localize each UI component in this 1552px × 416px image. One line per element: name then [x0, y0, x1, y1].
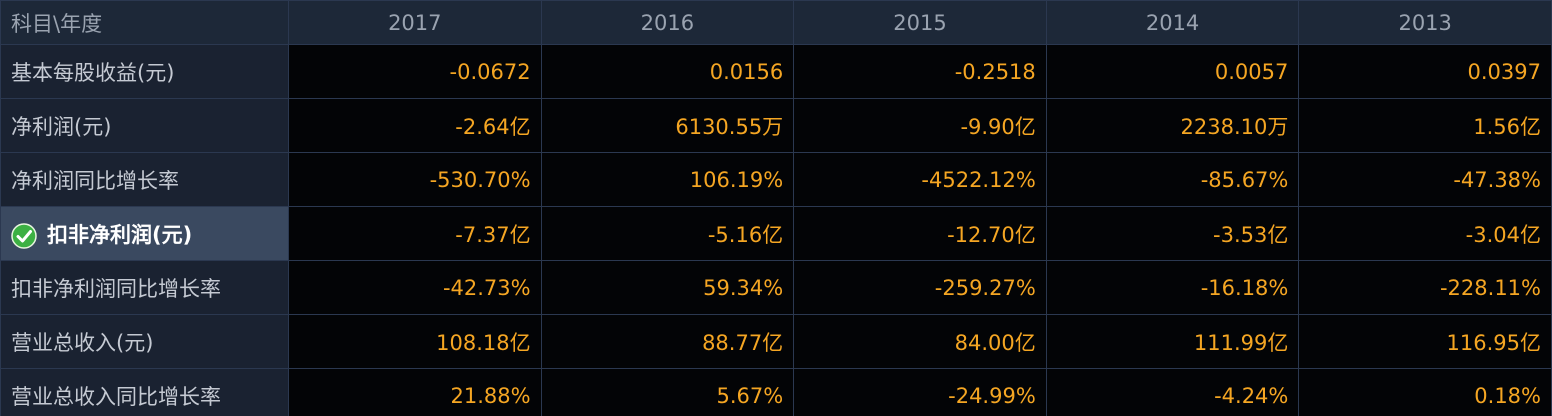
row-label: 营业总收入同比增长率: [0, 368, 289, 416]
table-row: 净利润(元) -2.64亿 6130.55万 -9.90亿 2238.10万 1.56亿: [0, 98, 1552, 153]
row-label: 基本每股收益(元): [0, 44, 289, 99]
value-cell: -12.70亿: [793, 206, 1047, 261]
value-cell: -24.99%: [793, 368, 1047, 416]
value-cell: 84.00亿: [793, 314, 1047, 369]
value-cell: 1.56亿: [1298, 98, 1552, 153]
table-row: 扣非净利润(元) -7.37亿 -5.16亿 -12.70亿 -3.53亿 -3.04亿: [0, 206, 1552, 261]
value-cell: 0.0057: [1045, 44, 1300, 99]
value-cell: -42.73%: [288, 260, 542, 315]
value-cell: -7.37亿: [288, 206, 542, 261]
value-cell: -4522.12%: [793, 152, 1047, 207]
row-label-text: 扣非净利润(元): [47, 222, 193, 247]
value-cell: -3.53亿: [1045, 206, 1300, 261]
header-row: 科目\年度 2017 2016 2015 2014 2013: [0, 0, 1552, 45]
value-cell: 116.95亿: [1298, 314, 1552, 369]
row-label: 净利润(元): [0, 98, 289, 153]
value-cell: -259.27%: [793, 260, 1047, 315]
value-cell: 6130.55万: [540, 98, 795, 153]
value-cell: -85.67%: [1045, 152, 1300, 207]
table-row: 基本每股收益(元) -0.0672 0.0156 -0.2518 0.0057 0.039…: [0, 44, 1552, 99]
value-cell: 106.19%: [540, 152, 795, 207]
value-cell: 59.34%: [540, 260, 795, 315]
value-cell: 88.77亿: [540, 314, 795, 369]
value-cell: -2.64亿: [288, 98, 542, 153]
header-label: 科目\年度: [0, 0, 289, 45]
check-icon: [11, 222, 37, 249]
value-cell: -16.18%: [1045, 260, 1300, 315]
value-cell: -3.04亿: [1298, 206, 1552, 261]
value-cell: 21.88%: [288, 368, 542, 416]
value-cell: -0.0672: [288, 44, 542, 99]
value-cell: -9.90亿: [793, 98, 1047, 153]
value-cell: -228.11%: [1298, 260, 1552, 315]
value-cell: -0.2518: [793, 44, 1047, 99]
value-cell: 2238.10万: [1045, 98, 1300, 153]
value-cell: -47.38%: [1298, 152, 1552, 207]
year-header: 2013: [1298, 0, 1552, 45]
row-label: 营业总收入(元): [0, 314, 289, 369]
row-label: 扣非净利润(元): [0, 206, 289, 261]
table-row: 扣非净利润同比增长率 -42.73% 59.34% -259.27% -16.18% -2…: [0, 260, 1552, 315]
year-header: 2016: [540, 0, 795, 45]
value-cell: 0.18%: [1298, 368, 1552, 416]
value-cell: 108.18亿: [288, 314, 542, 369]
value-cell: 5.67%: [540, 368, 795, 416]
table-row: 营业总收入同比增长率 21.88% 5.67% -24.99% -4.24% 0.18%: [0, 368, 1552, 416]
value-cell: -530.70%: [288, 152, 542, 207]
value-cell: 111.99亿: [1045, 314, 1300, 369]
table-row: 营业总收入(元) 108.18亿 88.77亿 84.00亿 111.99亿 116.95…: [0, 314, 1552, 369]
year-header: 2017: [288, 0, 542, 45]
year-header: 2014: [1045, 0, 1300, 45]
value-cell: 0.0397: [1298, 44, 1552, 99]
value-cell: -5.16亿: [540, 206, 795, 261]
value-cell: 0.0156: [540, 44, 795, 99]
table-row: 净利润同比增长率 -530.70% 106.19% -4522.12% -85.67% -…: [0, 152, 1552, 207]
year-header: 2015: [793, 0, 1047, 45]
value-cell: -4.24%: [1045, 368, 1300, 416]
row-label: 扣非净利润同比增长率: [0, 260, 289, 315]
row-label: 净利润同比增长率: [0, 152, 289, 207]
